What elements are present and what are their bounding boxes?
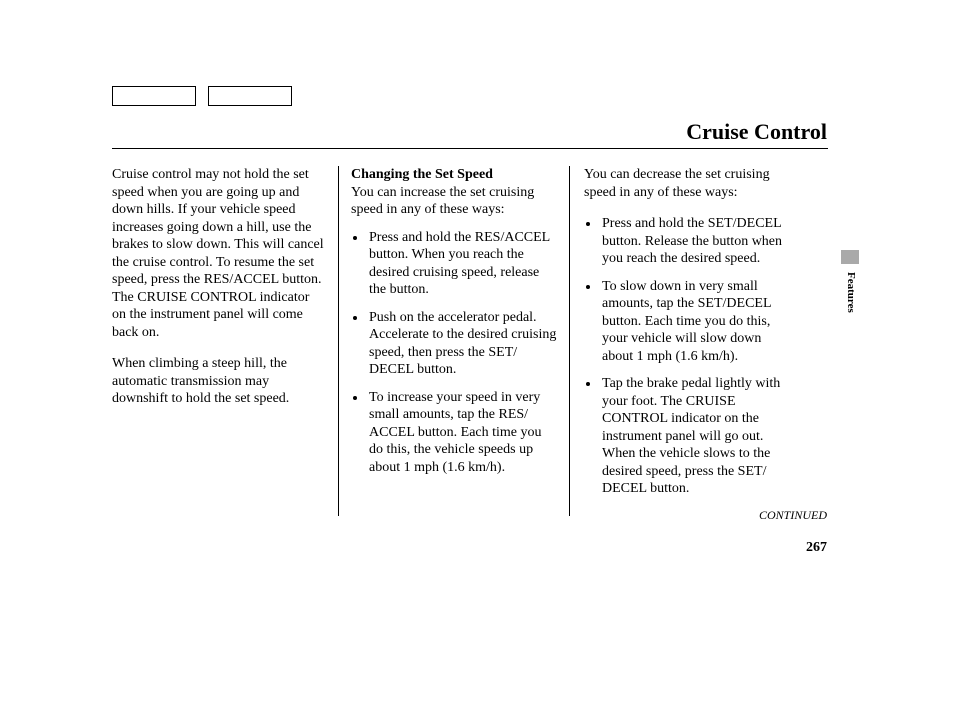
paragraph: When climbing a steep hill, the automati… — [112, 355, 324, 408]
paragraph: Changing the Set Speed You can increase … — [351, 166, 557, 219]
column-1: Cruise control may not hold the set spee… — [112, 166, 338, 516]
manual-page: Cruise Control Features Cruise control m… — [0, 0, 954, 710]
bullet-list: Press and hold the SET/DECEL button. Rel… — [600, 215, 796, 498]
header-box-2 — [208, 86, 292, 106]
section-tab — [841, 250, 859, 264]
page-title: Cruise Control — [686, 119, 827, 145]
list-item: To slow down in very small amounts, tap … — [600, 278, 796, 366]
section-label: Features — [845, 272, 857, 313]
spacer — [351, 219, 557, 229]
list-item: To increase your speed in very small amo… — [367, 389, 557, 477]
header-box-1 — [112, 86, 196, 106]
column-2: Changing the Set Speed You can increase … — [338, 166, 570, 516]
list-item: Tap the brake pedal lightly with your fo… — [600, 375, 796, 498]
column-3: You can decrease the set cruising speed … — [570, 166, 796, 516]
page-number: 267 — [806, 540, 827, 556]
title-rule — [112, 148, 828, 149]
list-item: Press and hold the RES/ACCEL button. Whe… — [367, 229, 557, 299]
continued-label: CONTINUED — [759, 508, 827, 523]
list-item: Push on the accelerator pedal. Accelerat… — [367, 309, 557, 379]
intro-text: You can increase the set cruising speed … — [351, 185, 534, 218]
content-columns: Cruise control may not hold the set spee… — [112, 166, 828, 516]
header-placeholder-boxes — [112, 86, 292, 106]
paragraph: Cruise control may not hold the set spee… — [112, 166, 324, 341]
bullet-list: Press and hold the RES/ACCEL button. Whe… — [367, 229, 557, 477]
list-item: Press and hold the SET/DECEL button. Rel… — [600, 215, 796, 268]
intro-text: You can decrease the set cruising speed … — [584, 166, 796, 201]
subheading: Changing the Set Speed — [351, 167, 493, 182]
